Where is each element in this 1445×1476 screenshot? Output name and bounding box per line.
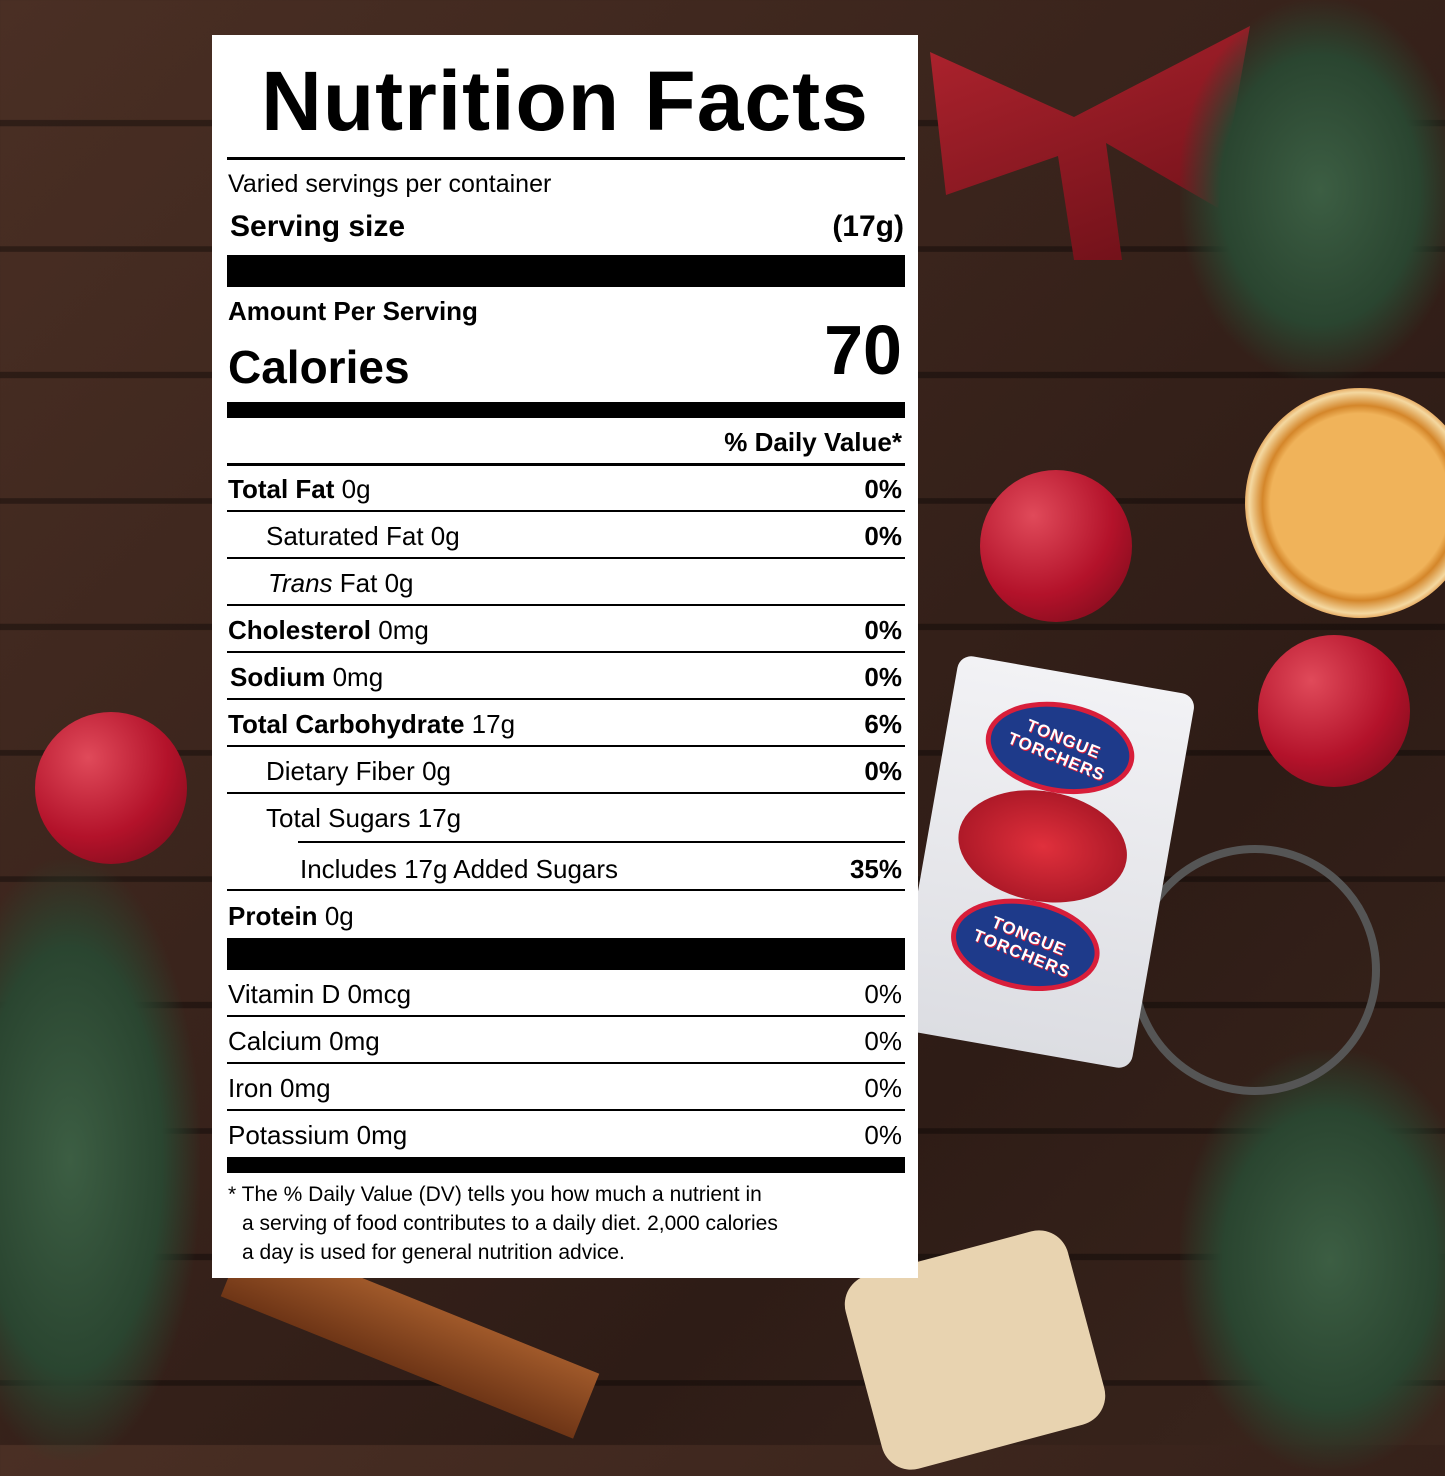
nutrient-amount: 17g [471,709,516,739]
pine-branch [0,860,200,1460]
brand-logo: TONGUE TORCHERS [943,887,1107,1003]
nutrient-dv: 0% [864,662,902,692]
divider [227,557,905,559]
nutrient-amount: 0g [324,901,354,931]
divider [227,745,905,747]
brand-logo-text: TONGUE TORCHERS [970,912,1074,982]
divider [227,651,905,653]
candy-ball [949,777,1136,916]
nutrient-amount: 0mg [378,615,429,645]
nutrient-label: Calcium [228,1026,322,1056]
nutrient-label: Iron [228,1073,273,1103]
divider [227,604,905,606]
footnote-line: * The % Daily Value (DV) tells you how m… [228,1183,762,1206]
nutrient-amount: 0mg [280,1073,331,1103]
nutrient-label: Protein [228,901,318,931]
cranberry [35,712,187,864]
nutrient-amount: 17g [417,803,462,833]
footnote-line: a day is used for general nutrition advi… [242,1241,625,1264]
nutrient-label: Saturated Fat [266,521,424,551]
nutrient-dv: 0% [864,756,902,786]
nutrient-amount: 0mg [329,1026,380,1056]
divider [227,1062,905,1064]
nutrient-dv: 0% [864,1120,902,1150]
nutrient-dv: 35% [849,854,902,884]
nutrient-label: Total Carbohydrate [228,709,465,739]
nutrient-label: Dietary Fiber [266,756,415,786]
nutrient-label: Potassium [228,1120,350,1150]
nutrient-label-italic: Trans [268,568,333,598]
nutrient-dv: 0% [864,474,902,504]
nutrient-label: Cholesterol [228,615,372,645]
nutrient-dv: 0% [864,521,902,551]
thick-divider [227,1157,905,1173]
thick-divider [227,255,905,287]
calories-value: 70 [824,311,902,389]
label-title: Nutrition Facts [261,54,869,148]
nutrient-amount: 0g [384,568,414,598]
nutrient-amount: 0mcg [347,979,412,1009]
nutrient-dv: 0% [864,979,902,1009]
nutrient-label: Total Fat [228,474,335,504]
amount-per-serving: Amount Per Serving [228,296,478,326]
nutrient-dv: 6% [864,709,902,739]
divider [298,841,905,843]
calories-label: Calories [228,341,410,393]
divider [227,889,905,891]
divider [227,157,905,160]
brand-logo: TONGUE TORCHERS [978,690,1142,806]
nutrient-dv: 0% [864,615,902,645]
cookie-cutter [1130,845,1380,1095]
nutrient-dv: 0% [864,1026,902,1056]
cranberry [980,470,1132,622]
nutrient-amount: 0mg [356,1120,408,1150]
nutrient-label: Total Sugars [266,803,411,833]
nutrient-label: Fat [339,568,378,598]
divider [227,510,905,512]
nutrient-amount: 0g [430,521,460,551]
thick-divider [227,402,905,418]
nutrient-label: Sodium [230,662,326,692]
divider [227,1015,905,1017]
cranberry [1258,635,1410,787]
nutrient-label: Includes 17g Added Sugars [300,854,619,884]
nutrition-facts-label: Nutrition Facts Varied servings per cont… [212,35,918,1278]
nutrient-amount: 0g [422,756,451,786]
footnote: * The % Daily Value (DV) tells you how m… [228,1180,888,1267]
thick-divider [227,938,905,970]
nutrient-label: Vitamin D [228,979,341,1009]
pine-branch [1180,1050,1445,1470]
serving-size-label: Serving size [230,210,406,243]
daily-value-header: % Daily Value* [724,427,902,457]
nutrient-amount: 0mg [332,662,384,692]
divider [227,792,905,794]
brand-logo-text: TONGUE TORCHERS [1005,715,1108,785]
divider [227,463,905,466]
divider [227,1109,905,1111]
serving-size-value: (17g) [832,210,904,243]
nutrient-amount: 0g [341,474,371,504]
pine-branch [1180,0,1445,380]
footnote-line: a serving of food contributes to a daily… [242,1212,778,1235]
servings-per-container: Varied servings per container [228,170,552,198]
divider [227,698,905,700]
nutrient-dv: 0% [864,1073,902,1103]
dried-orange-slice [1245,388,1445,618]
